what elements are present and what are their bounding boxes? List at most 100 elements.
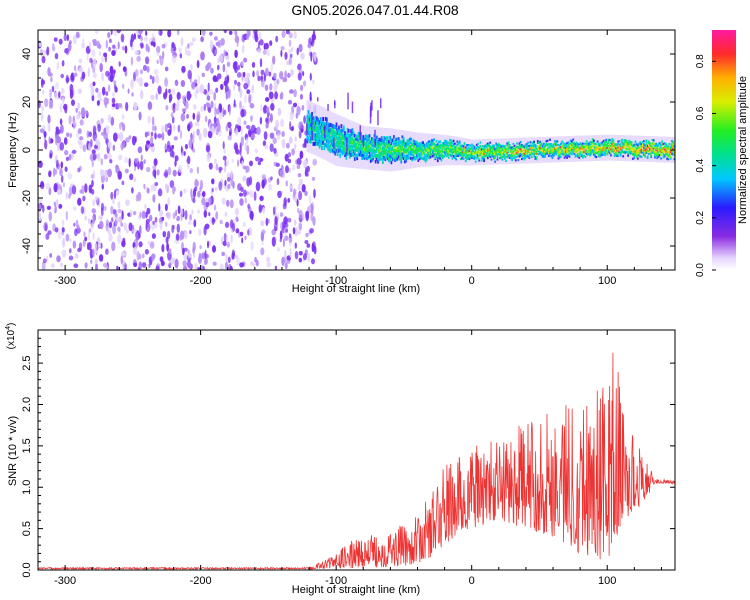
spectrogram-noise-cell bbox=[171, 116, 175, 124]
spectrogram-signal-cell bbox=[636, 154, 639, 157]
spectrogram-signal-cell bbox=[402, 139, 405, 143]
spectrogram-signal-cell bbox=[596, 143, 599, 146]
spectrogram-signal-cell bbox=[385, 138, 388, 142]
spectrogram-signal-cell bbox=[656, 157, 659, 160]
spectrogram-signal-cell bbox=[401, 139, 404, 143]
spectrogram-noise-cell bbox=[136, 55, 141, 62]
spectrogram-signal-cell bbox=[595, 156, 598, 159]
spectrogram-signal-cell bbox=[325, 117, 328, 122]
spectrogram-signal-cell bbox=[396, 146, 399, 150]
spectrogram-signal-cell bbox=[615, 154, 617, 157]
spectrogram-signal-cell bbox=[560, 142, 562, 145]
spectrogram-signal-cell bbox=[544, 150, 546, 153]
spectrogram-noise-cell bbox=[67, 42, 72, 52]
spectrogram-spike-cell bbox=[334, 100, 336, 105]
spectrogram-noise-cell bbox=[184, 100, 189, 110]
spectrogram-signal-cell bbox=[624, 147, 627, 150]
spectrogram-signal-cell bbox=[600, 152, 603, 155]
spectrogram-noise-cell bbox=[184, 210, 188, 220]
spectrogram-noise-cell bbox=[165, 221, 168, 227]
spectrogram-signal-cell bbox=[513, 150, 516, 153]
spectrogram-noise-cell bbox=[288, 32, 293, 39]
spectrogram-signal-cell bbox=[657, 142, 660, 145]
spectrogram-signal-cell bbox=[575, 154, 578, 157]
spectrogram-signal-cell bbox=[572, 143, 575, 146]
spectrogram-noise-cell bbox=[40, 182, 45, 190]
spectrogram-noise-cell bbox=[196, 166, 199, 174]
spectrogram-signal-cell bbox=[313, 117, 316, 122]
spectrogram-signal-cell bbox=[505, 153, 507, 156]
spectrogram-noise-cell bbox=[203, 210, 207, 218]
spectrogram-noise-cell bbox=[128, 222, 133, 231]
spectrogram-noise-cell bbox=[284, 249, 287, 259]
spectrogram-signal-cell bbox=[578, 149, 581, 152]
spectrogram-noise-cell bbox=[180, 211, 183, 222]
spectrogram-signal-cell bbox=[308, 132, 311, 137]
spectrogram-noise-cell bbox=[279, 212, 284, 218]
spectrogram-signal-cell bbox=[496, 144, 499, 147]
spectrogram-noise-cell bbox=[84, 236, 88, 242]
spectrogram-signal-cell bbox=[330, 142, 333, 147]
spectrogram-signal-cell bbox=[547, 146, 550, 149]
spectrogram-signal-cell bbox=[386, 136, 389, 140]
spectrogram-signal-cell bbox=[635, 147, 638, 150]
spectrogram-signal-cell bbox=[589, 140, 592, 143]
spectrogram-signal-cell bbox=[532, 148, 534, 151]
spectrogram-signal-cell bbox=[336, 151, 339, 156]
spectrogram-signal-cell bbox=[425, 158, 428, 161]
spectrogram-signal-cell bbox=[582, 142, 584, 145]
spectrogram-signal-cell bbox=[332, 135, 334, 140]
spectrogram-signal-cell bbox=[341, 140, 344, 145]
spectrogram-signal-cell bbox=[522, 153, 525, 156]
spectrogram-signal-cell bbox=[506, 147, 509, 150]
spectrogram-signal-cell bbox=[549, 150, 551, 153]
spectrogram-signal-cell bbox=[435, 148, 438, 152]
spectrogram-signal-cell bbox=[447, 149, 450, 153]
spectrogram-signal-cell bbox=[317, 137, 320, 142]
spectrogram-noise-cell bbox=[173, 136, 178, 141]
spectrogram-noise-cell bbox=[277, 247, 280, 252]
spectrogram-signal-cell bbox=[452, 147, 455, 150]
spectrogram-noise-cell bbox=[147, 46, 150, 53]
spectrogram-signal-cell bbox=[624, 146, 627, 149]
spectrogram-noise-cell bbox=[219, 103, 222, 114]
spectrogram-signal-cell bbox=[627, 154, 629, 157]
spectrogram-signal-cell bbox=[511, 150, 514, 153]
spectrogram-signal-cell bbox=[672, 141, 675, 144]
spectrogram-signal-cell bbox=[507, 145, 510, 148]
spectrogram-signal-cell bbox=[425, 142, 428, 145]
spectrogram-signal-cell bbox=[317, 122, 320, 127]
spectrogram-noise-cell bbox=[234, 144, 239, 154]
spectrogram-signal-cell bbox=[391, 138, 394, 142]
spectrogram-signal-cell bbox=[493, 144, 495, 147]
spectrogram-noise-cell bbox=[150, 131, 154, 137]
spectrogram-signal-cell bbox=[324, 116, 327, 121]
spectrogram-signal-cell bbox=[445, 147, 448, 151]
spectrogram-signal-cell bbox=[539, 140, 542, 143]
spectrogram-signal-cell bbox=[622, 150, 625, 153]
spectrogram-signal-cell bbox=[430, 148, 433, 151]
spectrogram-halo-cell bbox=[350, 120, 353, 168]
spectrogram-noise-cell bbox=[84, 215, 87, 221]
spectrogram-signal-cell bbox=[447, 144, 450, 148]
spectrogram-signal-cell bbox=[545, 144, 548, 147]
spectrogram-signal-cell bbox=[572, 142, 575, 145]
spectrogram-signal-cell bbox=[394, 149, 396, 153]
spectrogram-noise-cell bbox=[189, 167, 193, 174]
spectrogram-signal-cell bbox=[438, 144, 440, 148]
spectrogram-signal-cell bbox=[491, 151, 494, 154]
spectrogram-noise-cell bbox=[249, 160, 253, 167]
spectrogram-signal-cell bbox=[610, 150, 612, 153]
spectrogram-signal-cell bbox=[351, 131, 354, 136]
spectrogram-noise-cell bbox=[223, 165, 227, 173]
spectrogram-noise-cell bbox=[165, 88, 168, 97]
spectrogram-signal-cell bbox=[636, 144, 639, 147]
spectrogram-signal-cell bbox=[662, 142, 665, 145]
spectrogram-signal-cell bbox=[634, 153, 637, 156]
spectrogram-signal-cell bbox=[484, 150, 487, 153]
spectrogram-signal-cell bbox=[484, 154, 487, 157]
spectrogram-signal-cell bbox=[384, 148, 387, 152]
spectrogram-signal-cell bbox=[590, 151, 593, 154]
spectrogram-signal-cell bbox=[501, 158, 504, 161]
spectrogram-signal-cell bbox=[647, 144, 650, 147]
